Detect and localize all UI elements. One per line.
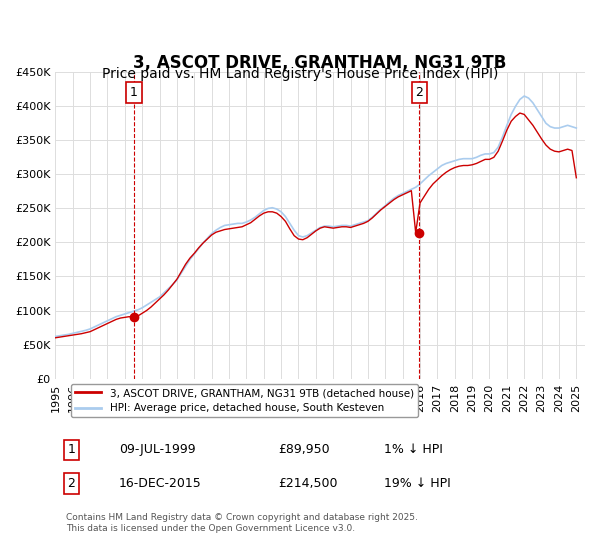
- Text: 2: 2: [67, 477, 75, 490]
- Title: 3, ASCOT DRIVE, GRANTHAM, NG31 9TB: 3, ASCOT DRIVE, GRANTHAM, NG31 9TB: [133, 54, 507, 72]
- Legend: 3, ASCOT DRIVE, GRANTHAM, NG31 9TB (detached house), HPI: Average price, detache: 3, ASCOT DRIVE, GRANTHAM, NG31 9TB (deta…: [71, 384, 418, 417]
- Text: £89,950: £89,950: [278, 444, 329, 456]
- Text: 1% ↓ HPI: 1% ↓ HPI: [384, 444, 443, 456]
- Text: 19% ↓ HPI: 19% ↓ HPI: [384, 477, 451, 490]
- Text: 16-DEC-2015: 16-DEC-2015: [119, 477, 202, 490]
- Text: £214,500: £214,500: [278, 477, 337, 490]
- Text: 2: 2: [415, 86, 423, 99]
- Text: 1: 1: [130, 86, 138, 99]
- Text: 1: 1: [67, 444, 75, 456]
- Text: Contains HM Land Registry data © Crown copyright and database right 2025.
This d: Contains HM Land Registry data © Crown c…: [66, 514, 418, 533]
- Text: 09-JUL-1999: 09-JUL-1999: [119, 444, 196, 456]
- Text: Price paid vs. HM Land Registry's House Price Index (HPI): Price paid vs. HM Land Registry's House …: [102, 67, 498, 81]
